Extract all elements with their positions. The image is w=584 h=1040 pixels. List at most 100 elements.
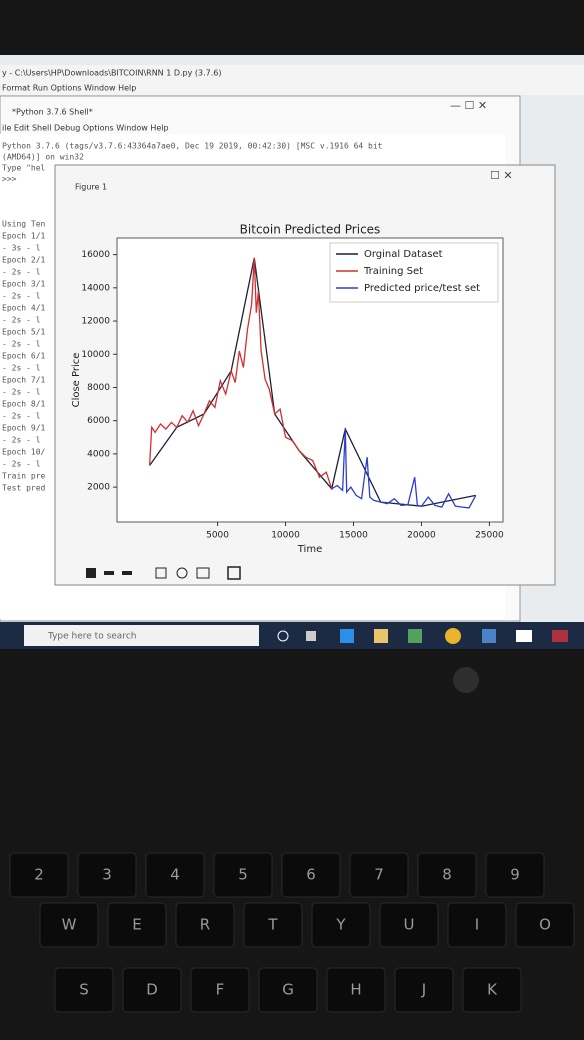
key-label: 5 [238, 866, 248, 884]
key-label: E [132, 916, 141, 934]
key [447, 902, 507, 948]
shell-line: Epoch 4/1 [2, 304, 46, 313]
key [326, 967, 386, 1013]
key [39, 902, 99, 948]
editor-title: y - C:\Users\HP\Downloads\BITCOIN\RNN 1 … [2, 69, 222, 78]
key [243, 902, 303, 948]
key-label: 9 [510, 866, 520, 884]
y-tick-label: 14000 [81, 283, 110, 293]
back-button[interactable] [104, 571, 114, 575]
search-placeholder: Type here to search [47, 632, 136, 642]
toolbar [86, 566, 241, 580]
key-label: J [421, 981, 426, 999]
key [379, 902, 439, 948]
shell-line: Epoch 2/1 [2, 256, 46, 265]
y-tick-label: 6000 [87, 416, 110, 426]
key-label: I [475, 916, 479, 934]
data-line [148, 257, 333, 490]
shell-line: - 2s - l [2, 388, 41, 397]
key [175, 902, 235, 948]
shell-title: *Python 3.7.6 Shell* [12, 108, 93, 117]
key-label: 2 [34, 866, 44, 884]
shell-line: - 2s - l [2, 340, 41, 349]
zoom-button[interactable] [176, 567, 188, 579]
shell-line: Epoch 9/1 [2, 424, 46, 433]
search-box[interactable] [24, 625, 259, 646]
pan-button[interactable] [155, 567, 167, 579]
key-label: T [267, 916, 278, 934]
key-label: D [146, 981, 158, 999]
y-tick-label: 8000 [87, 383, 110, 393]
mail-icon[interactable] [516, 630, 532, 642]
y-tick-label: 10000 [81, 350, 110, 360]
task-view-icon[interactable] [306, 631, 316, 641]
shell-line: - 2s - l [2, 292, 41, 301]
shell-line: Epoch 3/1 [2, 280, 46, 289]
idle-icon[interactable] [482, 629, 496, 643]
store-icon[interactable] [374, 629, 388, 643]
shell-line: - 2s - l [2, 460, 41, 469]
shell-line: - 3s - l [2, 244, 41, 253]
shell-line: Epoch 7/1 [2, 376, 46, 385]
y-axis-label: Close Price [71, 353, 82, 408]
shell-line: Using Ten [2, 220, 46, 229]
shell-line: Epoch 8/1 [2, 400, 46, 409]
save-button[interactable] [227, 566, 241, 580]
key-label: K [487, 981, 498, 999]
key [145, 852, 205, 898]
key [417, 852, 477, 898]
shell-line: - 2s - l [2, 364, 41, 373]
key-label: 6 [306, 866, 316, 884]
shell-line: Epoch 6/1 [2, 352, 46, 361]
logo [453, 667, 479, 693]
data-line [149, 257, 476, 507]
shell-line: >>> [2, 175, 17, 184]
key [258, 967, 318, 1013]
data-line [331, 428, 477, 509]
shell-line: Test pred [2, 484, 46, 493]
key [462, 967, 522, 1013]
shell-line: - 2s - l [2, 316, 41, 325]
shell-menu: ile Edit Shell Debug Options Window Help [2, 124, 169, 133]
shell-line: - 2s - l [2, 412, 41, 421]
legend-label: Orginal Dataset [364, 249, 443, 260]
cortana-icon[interactable] [277, 630, 289, 642]
key-label: F [216, 981, 225, 999]
shell-line: Epoch 5/1 [2, 328, 46, 337]
home-button[interactable] [86, 568, 96, 578]
forward-button[interactable] [122, 571, 132, 575]
figure-title: Figure 1 [75, 183, 107, 192]
y-tick-label: 2000 [87, 483, 110, 493]
key [9, 852, 69, 898]
y-tick-label: 12000 [81, 317, 110, 327]
app-icon[interactable] [408, 629, 422, 643]
key [213, 852, 273, 898]
key-label: G [282, 981, 294, 999]
configure-button[interactable] [196, 567, 210, 579]
window-controls[interactable]: — ☐ ✕ [450, 99, 487, 112]
key [77, 852, 137, 898]
key [107, 902, 167, 948]
key-label: U [404, 916, 415, 934]
shell-line: Type "hel [2, 164, 46, 173]
key-label: R [200, 916, 210, 934]
legend-label: Predicted price/test set [364, 283, 480, 294]
chrome-icon[interactable] [445, 628, 461, 644]
edge-icon[interactable] [340, 629, 354, 643]
x-tick-label: 15000 [339, 531, 368, 541]
key-label: S [79, 981, 89, 999]
x-tick-label: 25000 [475, 531, 504, 541]
shell-line: Epoch 1/1 [2, 232, 46, 241]
taskbar-icons [277, 628, 568, 644]
x-axis-label: Time [297, 544, 322, 555]
key [190, 967, 250, 1013]
key-label: H [350, 981, 361, 999]
key [311, 902, 371, 948]
shell-line: (AMD64)] on win32 [2, 153, 84, 162]
x-tick-label: 10000 [271, 531, 300, 541]
legend [329, 242, 499, 303]
flag-icon[interactable] [552, 630, 568, 642]
figure-controls[interactable]: ☐ ✕ [490, 169, 513, 182]
key [281, 852, 341, 898]
